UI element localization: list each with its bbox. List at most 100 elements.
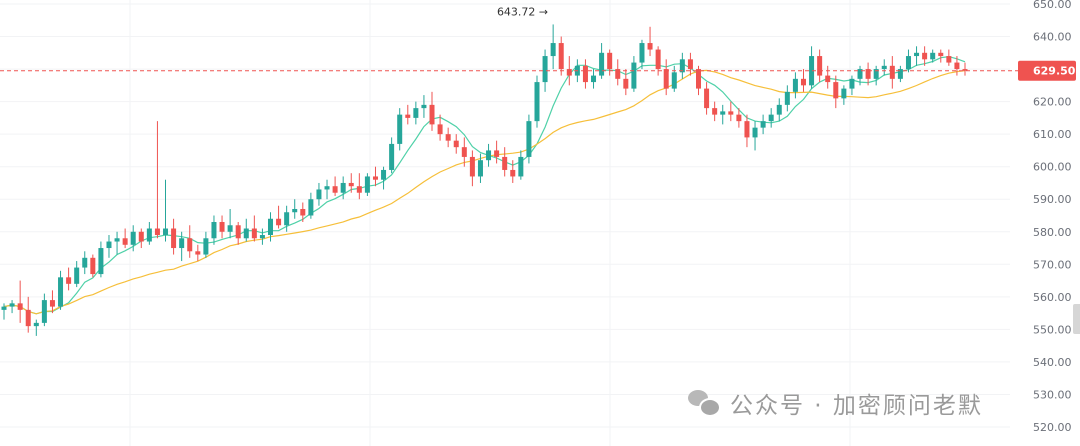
- candle-body: [865, 69, 871, 79]
- candle-body: [663, 69, 669, 89]
- candle-body: [792, 78, 798, 92]
- axis-scroll-handle[interactable]: [1073, 304, 1080, 334]
- candle-body: [243, 228, 249, 239]
- candle-body: [154, 228, 160, 236]
- candle-body: [728, 111, 734, 115]
- candle-body: [122, 238, 128, 245]
- candle-body: [889, 65, 895, 79]
- candle-body: [146, 228, 152, 242]
- y-tick-label: 520.00: [1033, 421, 1072, 434]
- candle-body: [566, 69, 572, 76]
- candle-body: [526, 121, 532, 157]
- candle-body: [954, 62, 960, 70]
- y-tick-label: 540.00: [1033, 356, 1072, 369]
- candle-body: [897, 69, 903, 79]
- candle-body: [259, 235, 265, 239]
- candle-body: [720, 111, 726, 115]
- candle-body: [1, 306, 7, 310]
- candle-body: [74, 267, 80, 284]
- candle-body: [469, 156, 475, 177]
- candle-body: [687, 59, 693, 70]
- candle-body: [138, 231, 144, 242]
- candle-body: [66, 277, 72, 284]
- candle-body: [542, 56, 548, 83]
- candle-body: [276, 218, 282, 226]
- candles: [1, 24, 968, 336]
- candle-body: [405, 114, 411, 118]
- candle-body: [25, 309, 31, 327]
- candle-body: [486, 150, 492, 161]
- candle-body: [332, 186, 338, 193]
- grid-lines: [0, 0, 1010, 446]
- candle-body: [534, 82, 540, 122]
- candle-body: [421, 104, 427, 109]
- candle-body: [17, 303, 23, 310]
- y-tick-label: 590.00: [1033, 193, 1072, 206]
- moving-average-lines: [3, 55, 966, 315]
- candle-body: [582, 65, 588, 83]
- candle-body: [744, 121, 750, 138]
- candle-body: [623, 78, 629, 89]
- candle-body: [768, 114, 774, 122]
- candle-body: [639, 43, 645, 63]
- candle-body: [33, 322, 39, 327]
- y-tick-label: 620.00: [1033, 96, 1072, 109]
- candle-body: [340, 182, 346, 193]
- candle-body: [591, 75, 597, 83]
- candle-body: [736, 114, 742, 122]
- candle-body: [647, 43, 653, 50]
- candle-body: [518, 156, 524, 177]
- candle-body: [284, 212, 290, 226]
- candle-body: [849, 78, 855, 89]
- candle-body: [510, 169, 516, 177]
- y-tick-label: 600.00: [1033, 161, 1072, 174]
- candle-body: [251, 228, 257, 239]
- candle-body: [58, 277, 64, 307]
- candle-body: [49, 300, 55, 307]
- candle-body: [607, 52, 613, 70]
- ma-fast-line: [3, 55, 966, 315]
- candle-body: [704, 88, 710, 109]
- candle-body: [922, 52, 928, 60]
- candle-body: [631, 62, 637, 89]
- candle-body: [946, 56, 952, 63]
- candle-body: [413, 108, 419, 118]
- candle-body: [82, 257, 88, 268]
- candle-body: [195, 251, 201, 255]
- candle-body: [203, 238, 209, 255]
- candle-body: [187, 238, 193, 252]
- candle-body: [679, 59, 685, 73]
- candle-body: [905, 56, 911, 70]
- candle-body: [696, 69, 702, 89]
- candle-body: [776, 104, 782, 115]
- candle-body: [429, 104, 435, 125]
- y-tick-label: 570.00: [1033, 258, 1072, 271]
- candle-body: [502, 156, 508, 170]
- watermark-text: 公众号 · 加密顾问老默: [730, 393, 983, 419]
- candle-body: [308, 199, 314, 216]
- candle-body: [800, 78, 806, 86]
- candle-body: [300, 208, 306, 216]
- candle-body: [41, 300, 47, 323]
- candle-body: [211, 222, 217, 239]
- candle-body: [445, 134, 451, 141]
- candle-body: [106, 241, 112, 249]
- candle-body: [962, 69, 968, 71]
- wechat-icon: [688, 390, 721, 417]
- current-price-label: 629.50: [1033, 65, 1076, 78]
- candle-body: [671, 72, 677, 89]
- candle-body: [477, 160, 483, 177]
- y-tick-label: 530.00: [1033, 388, 1072, 401]
- candle-body: [348, 182, 354, 187]
- candle-body: [760, 121, 766, 128]
- candle-body: [292, 208, 298, 213]
- candle-body: [130, 231, 136, 245]
- candle-body: [857, 69, 863, 79]
- candle-body: [227, 225, 233, 232]
- candle-body: [163, 228, 169, 236]
- candle-body: [171, 228, 177, 249]
- candle-body: [712, 108, 718, 115]
- y-tick-label: 640.00: [1033, 31, 1072, 44]
- candle-body: [316, 189, 322, 200]
